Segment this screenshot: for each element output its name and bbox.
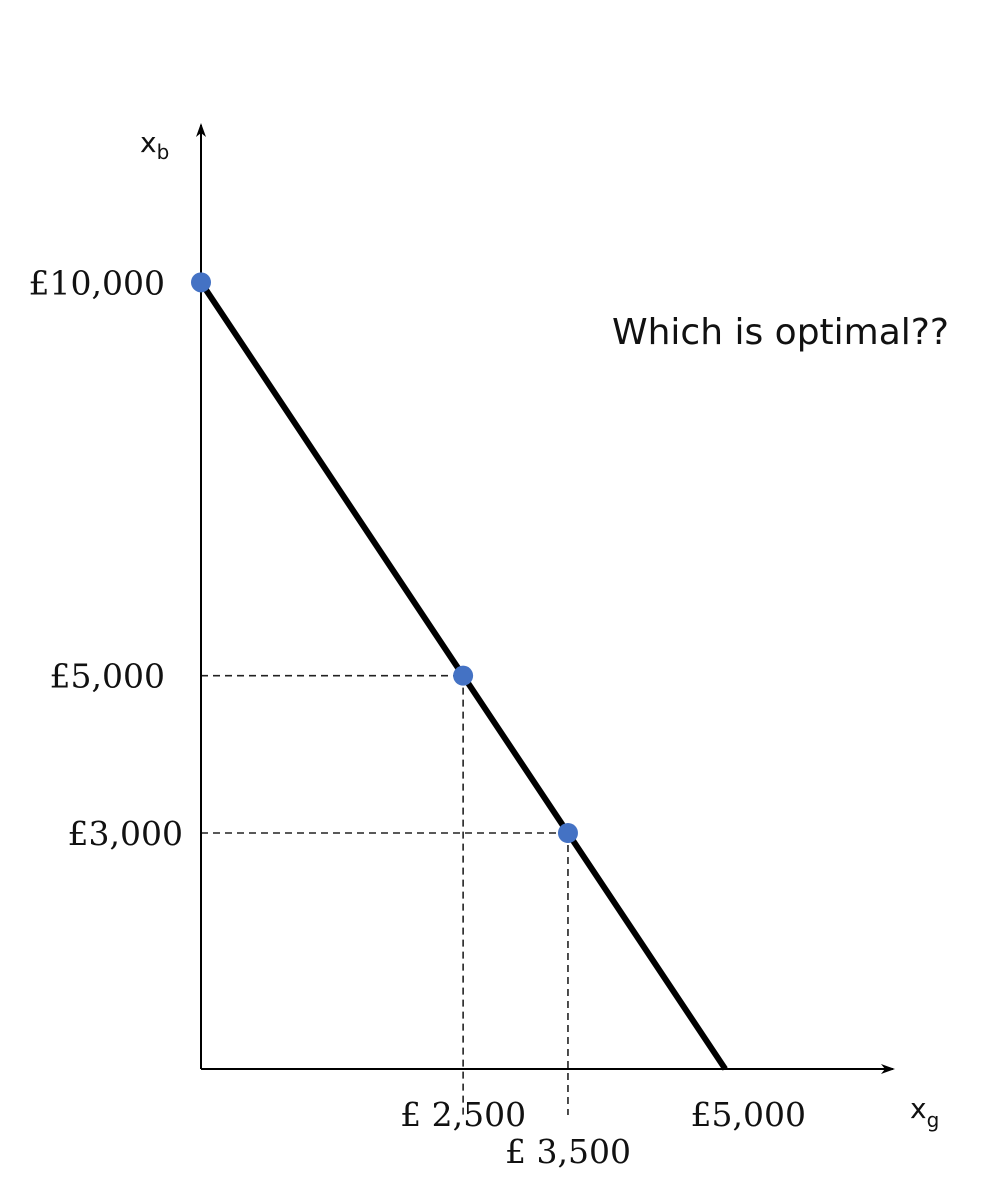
highlight-point-1 [453, 665, 474, 686]
y-tick-label-1: £5,000 [50, 657, 165, 696]
guide-lines [201, 674, 569, 1115]
y-axis-label: xb [140, 126, 169, 164]
y-axis-label-sub: b [157, 140, 170, 164]
optimal-question-annotation: Which is optimal?? [612, 312, 949, 353]
x-tick-label-2: £5,000 [691, 1095, 806, 1134]
highlight-point-2 [557, 823, 578, 843]
x-axis-label-main: x [910, 1092, 927, 1125]
x-tick-label-0: £ 2,500 [400, 1095, 526, 1134]
x-axis-label: xg [910, 1092, 939, 1132]
y-axis-label-main: x [140, 126, 157, 159]
highlighted-points [191, 272, 578, 843]
x-axis-label-sub: g [927, 1108, 940, 1132]
y-tick-labels: £10,000 £5,000 £3,000 [29, 263, 183, 853]
x-tick-labels: £ 2,500£ 3,500 £5,000 [400, 1095, 806, 1171]
highlight-point-0 [191, 272, 211, 293]
y-tick-label-0: £10,000 [29, 263, 165, 302]
y-tick-label-2: £3,000 [68, 814, 183, 853]
x-tick-label-1: £ 3,500 [505, 1132, 631, 1171]
